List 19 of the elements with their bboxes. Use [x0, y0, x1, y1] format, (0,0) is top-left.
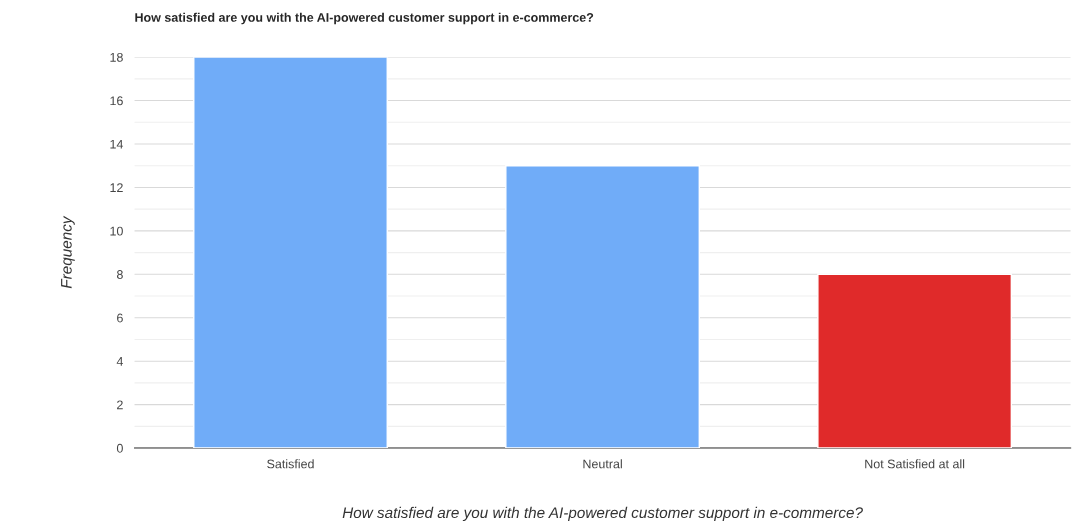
bar	[193, 57, 388, 449]
x-tick-label: Satisfied	[267, 459, 314, 469]
bar	[505, 165, 700, 449]
y-tick-label: 12	[110, 183, 123, 192]
y-tick-label: 14	[110, 139, 124, 149]
y-tick-label: 18	[110, 52, 123, 62]
y-tick-label: 10	[110, 226, 123, 236]
y-tick-label: 4	[116, 357, 124, 366]
y-axis-title: Frequency	[61, 215, 75, 289]
x-tick-label: Neutral	[583, 459, 622, 469]
x-axis-title: How satisfied are you with the AI-powered customer support in e-commerce?	[342, 506, 863, 522]
y-tick-label: 6	[117, 313, 123, 323]
y-tick-label: 2	[117, 400, 123, 410]
y-tick-label: 0	[116, 443, 123, 453]
chart-title: How satisfied are you with the AI-powered customer support in e-commerce?	[135, 12, 594, 25]
y-tick-label: 8	[116, 270, 123, 279]
y-tick-label: 16	[110, 96, 123, 106]
x-tick-label: Not Satisfied at all	[865, 459, 965, 469]
bar	[817, 273, 1013, 449]
